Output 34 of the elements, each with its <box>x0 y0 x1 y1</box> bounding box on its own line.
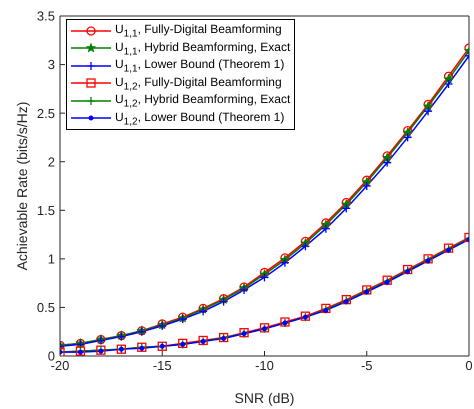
x-tick-label: -5 <box>360 358 373 374</box>
point <box>403 132 412 142</box>
point <box>260 272 270 282</box>
point <box>321 224 330 234</box>
point <box>218 296 228 306</box>
point <box>300 242 310 251</box>
y-tick-label: 1.5 <box>36 202 55 218</box>
legend-label: U$_{1,2}$, Lower Bound (Theorem 1) <box>115 110 284 127</box>
y-tick-label: 0 <box>48 348 55 364</box>
point <box>239 285 249 295</box>
x-tick-label: -15 <box>152 358 172 374</box>
y-tick-label: 3 <box>48 57 55 72</box>
y-tick-label: 0.5 <box>36 300 55 316</box>
point <box>280 258 290 268</box>
legend-label: U$_{1,1}$, Lower Bound (Theorem 1) <box>115 57 284 74</box>
point <box>444 74 454 84</box>
point <box>362 181 372 191</box>
point <box>382 158 392 168</box>
legend-label: U$_{1,1}$, Fully-Digital Beamforming <box>115 22 282 40</box>
legend-label: U$_{1,2}$, Hybrid Beamforming, Exact <box>115 92 290 110</box>
x-tick-label: 0 <box>465 358 473 374</box>
y-tick-label: 2 <box>48 154 55 170</box>
y-axis-title: Achievable Rate (bits/s/Hz) <box>14 102 30 270</box>
y-tick-label: 1 <box>48 251 55 266</box>
point <box>198 306 208 316</box>
x-axis-title: SNR (dB) <box>234 390 294 406</box>
x-tick-label: -10 <box>255 358 274 374</box>
point <box>423 106 433 116</box>
y-tick-label: 2.5 <box>36 106 55 121</box>
point <box>444 79 454 89</box>
point <box>342 204 351 213</box>
legend-label: U$_{1,1}$, Hybrid Beamforming, Exact <box>115 40 290 57</box>
legend-label: U$_{1,2}$, Fully-Digital Beamforming <box>115 74 282 92</box>
y-tick-label: 3.5 <box>36 8 55 24</box>
